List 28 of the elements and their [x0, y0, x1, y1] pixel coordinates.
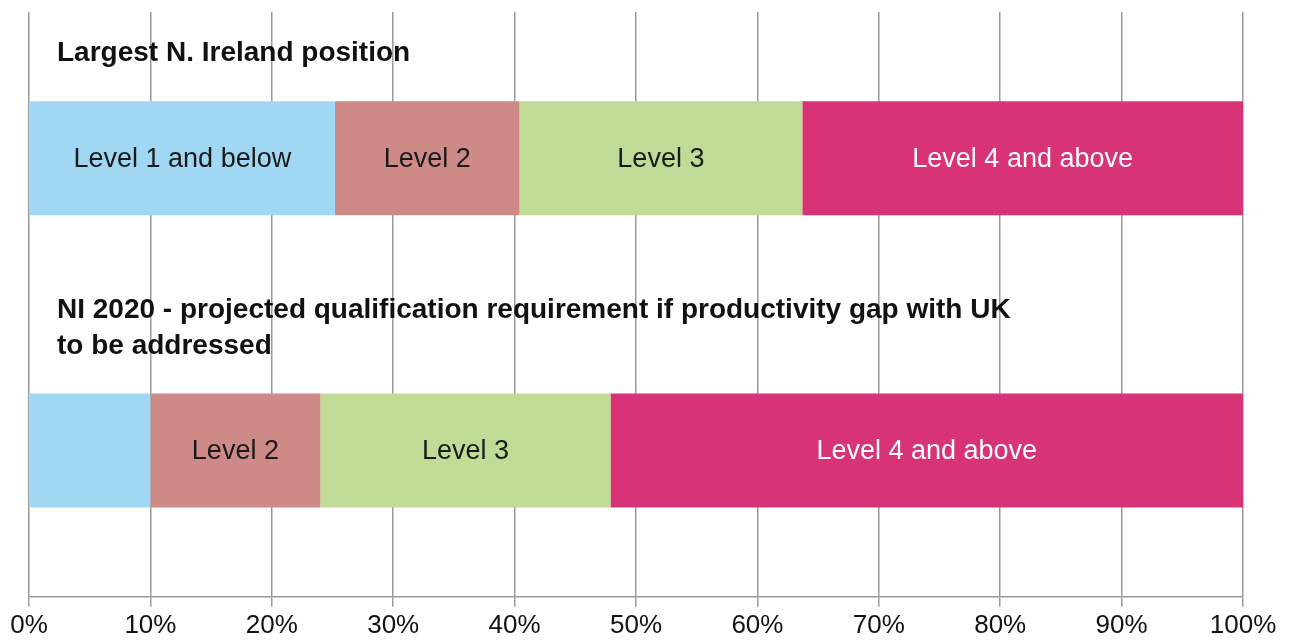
bar: [519, 101, 803, 216]
series-label: Level 4 and above: [912, 142, 1133, 173]
x-tick-label: 80%: [974, 608, 1027, 639]
text: Level 3: [421, 435, 509, 466]
y-tick-label: NI 2020 - projected qualification requirement if productivity gap with UK to be addressed: [57, 292, 1011, 360]
bar: [334, 101, 520, 216]
x-tick-label: 90%: [1095, 608, 1148, 639]
series-label: Level 1 and below: [73, 142, 292, 173]
bar: [29, 101, 335, 216]
x-tick-label: 40%: [488, 608, 541, 639]
text: Level 4 and above: [816, 435, 1038, 466]
x-tick-label: 50%: [609, 608, 663, 639]
text: Level 2: [383, 142, 471, 173]
x-tick-label: 100%: [1209, 608, 1277, 639]
bar: [29, 393, 151, 508]
x-tick-label: 10%: [124, 608, 177, 639]
x-tick-label: 30%: [367, 608, 420, 639]
x-tick-label: 20%: [245, 608, 298, 639]
x-tick-label: 60%: [731, 608, 784, 639]
bar: [150, 393, 321, 508]
bar: [610, 393, 1243, 508]
series-label: Level 2: [191, 435, 279, 466]
bar: [320, 393, 611, 508]
x-tick-label: 0%: [10, 608, 48, 639]
bar: [802, 101, 1243, 216]
y-tick-label: Largest N. Ireland position: [57, 36, 411, 68]
series-label: Level 3: [617, 142, 705, 173]
x-tick-label: 70%: [852, 608, 905, 639]
